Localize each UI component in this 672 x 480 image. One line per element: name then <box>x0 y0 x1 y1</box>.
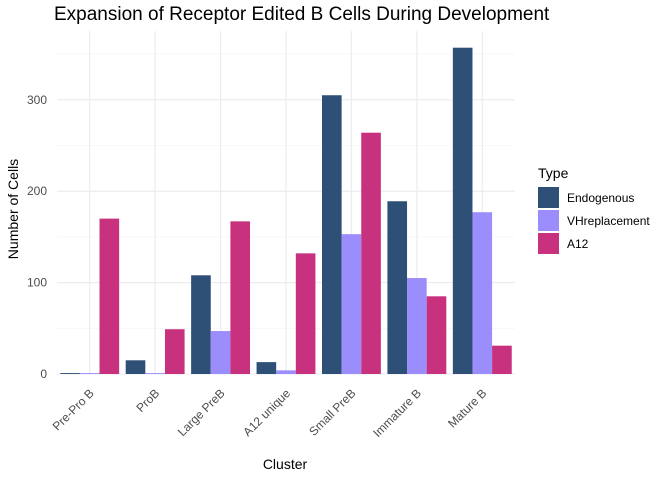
bar <box>407 278 427 374</box>
x-tick-label: Mature B <box>445 386 489 430</box>
legend: Type Endogenous VHreplacement A12 <box>538 165 650 254</box>
bar <box>361 132 381 374</box>
x-tick-label: Large PreB <box>175 386 228 439</box>
bar <box>276 370 296 374</box>
x-tick-label: A12 unique <box>240 386 293 439</box>
legend-swatch <box>538 233 559 254</box>
y-axis-title: Number of Cells <box>5 159 21 259</box>
bar <box>125 360 146 374</box>
bar <box>256 362 277 374</box>
legend-label: VHreplacement <box>567 214 650 228</box>
x-tick-label: Immature B <box>370 386 424 440</box>
y-tick-label: 200 <box>27 184 47 198</box>
legend-swatch <box>538 187 559 208</box>
x-axis-ticks: Pre-Pro B ProB Large PreB A12 unique Small P… <box>50 386 490 440</box>
legend-label: A12 <box>567 237 589 251</box>
bar <box>164 329 185 374</box>
bars <box>60 47 512 374</box>
bar <box>79 373 100 374</box>
bar <box>321 95 342 374</box>
legend-title: Type <box>538 165 569 181</box>
bar <box>492 345 512 374</box>
bar <box>230 221 251 374</box>
x-axis-title: Cluster <box>263 456 308 472</box>
bar <box>191 275 211 374</box>
chart-title: Expansion of Receptor Edited B Cells Dur… <box>54 4 550 25</box>
y-tick-label: 100 <box>27 276 47 290</box>
legend-swatch <box>538 210 559 231</box>
bar <box>341 234 362 374</box>
y-axis-ticks: 0 100 200 300 <box>27 93 47 381</box>
bar <box>60 373 80 374</box>
bar <box>426 296 447 374</box>
x-tick-label: Pre-Pro B <box>50 386 97 433</box>
y-tick-label: 300 <box>27 93 47 107</box>
legend-label: Endogenous <box>567 191 634 205</box>
x-tick-label: ProB <box>133 386 162 415</box>
bar <box>295 253 316 374</box>
bar <box>472 212 493 374</box>
x-tick-label: Small PreB <box>306 386 358 438</box>
bar <box>387 201 408 374</box>
bar <box>452 47 473 374</box>
bar <box>99 218 120 374</box>
y-tick-label: 0 <box>40 367 47 381</box>
bar <box>145 373 165 374</box>
bar <box>210 331 231 374</box>
